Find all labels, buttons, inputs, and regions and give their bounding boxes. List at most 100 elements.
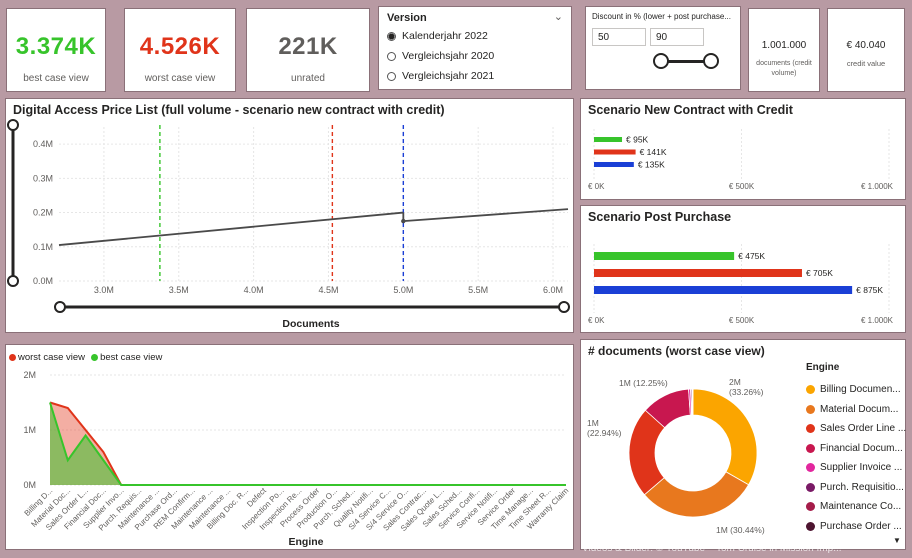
kpi-worst-value: 4.526K [139, 33, 221, 60]
donut-legend: Engine Billing Documen... Material Docum.… [806, 362, 906, 547]
engine-area-chart: worst case view best case view 0M 1M 2M Bil… [5, 344, 574, 550]
donut-legend-item[interactable]: Purchase Order ... [806, 521, 902, 532]
post-purchase-title: Scenario Post Purchase [588, 210, 732, 224]
donut-legend-item[interactable]: Financial Docum... [806, 443, 903, 454]
x-tick-label: 3.0M [94, 285, 114, 295]
legend-dot-icon [806, 463, 815, 472]
y-tick-label: 0.3M [33, 173, 53, 183]
legend-dot-icon [806, 502, 815, 511]
scenario-new-contract-chart: Scenario New Contract with Credit € 95K €… [580, 98, 906, 200]
legend-scroll-down-icon[interactable]: ▼ [893, 536, 901, 545]
new-contract-title: Scenario New Contract with Credit [588, 103, 793, 117]
price-chart-title: Digital Access Price List (full volume -… [13, 103, 445, 117]
legend-dot-icon [806, 385, 815, 394]
kpi-worst-case: 4.526K worst case view [124, 8, 236, 92]
x-tick-label: € 0K [588, 316, 605, 325]
legend-best-case[interactable]: best case view [91, 352, 162, 363]
donut-legend-item[interactable]: Purch. Requisitio... [806, 482, 904, 493]
donut-legend-label: Maintenance Co... [820, 501, 902, 512]
x-tick-label: € 0K [588, 182, 605, 191]
watermark: Videos & Bilder: © YouTube – Tom Cruise … [582, 543, 842, 554]
y-tick-label: 0.0M [33, 276, 53, 286]
version-slicer: Version ⌄ Kalenderjahr 2022 Vergleichsja… [378, 6, 572, 90]
data-label: € 705K [806, 268, 833, 278]
data-label: € 135K [638, 160, 665, 170]
donut-data-label: (22.94%) [587, 428, 622, 438]
donut-data-label: 1M [587, 418, 599, 428]
legend-dot-icon [806, 482, 815, 492]
donut-legend-label: Material Docum... [820, 403, 899, 415]
discount-title: Discount in % (lower + post purchase... [592, 12, 731, 21]
bar [594, 162, 634, 167]
y-range-slider-bottom-handle[interactable] [7, 275, 19, 287]
x-tick-label: € 500K [729, 316, 755, 325]
scenario-post-purchase-chart: Scenario Post Purchase € 475K € 705K € 875… [580, 205, 906, 333]
y-tick-label: 2M [23, 370, 36, 380]
bar [594, 149, 636, 155]
version-title: Version [387, 12, 427, 24]
radio-icon [387, 51, 396, 61]
new-contract-svg: € 95K € 141K € 135K € 0K € 500K € 1.000K [588, 129, 894, 191]
series-line [49, 402, 566, 486]
discount-slider-track[interactable] [662, 60, 712, 63]
x-tick-label: 4.5M [318, 285, 338, 295]
radio-selected-icon [387, 31, 396, 41]
documents-value: 1.001.000 [761, 40, 807, 51]
price-chart-xlabel: Documents [282, 318, 339, 330]
bar [594, 252, 735, 260]
x-tick-label: 4.0M [244, 285, 264, 295]
legend-worst-case[interactable]: worst case view [9, 352, 85, 363]
kpi-unrated-value: 221K [278, 33, 338, 60]
legend-dot-icon [806, 404, 815, 414]
kpi-best-value: 3.374K [15, 33, 97, 60]
legend-dot-icon [91, 354, 99, 361]
donut-legend-label: Supplier Invoice ... [820, 462, 903, 473]
documents-label: documents (credit volume) [756, 60, 812, 77]
y-tick-label: 0.4M [33, 139, 53, 149]
donut-data-label: 1M (30.44%) [716, 525, 765, 535]
version-option-vergleichsjahr-2021[interactable]: Vergleichsjahr 2021 [387, 70, 494, 82]
x-range-slider-right-handle[interactable] [558, 301, 570, 313]
kpi-unrated: 221K unrated [246, 8, 370, 92]
data-label: € 875K [856, 285, 883, 295]
donut-data-label: 1M (12.25%) [619, 378, 668, 388]
discount-slider-low-handle[interactable] [653, 53, 669, 69]
donut-data-label: 2M [729, 377, 741, 387]
donut-legend-item[interactable]: Sales Order Line ... [806, 423, 906, 434]
credit-label: credit value [846, 59, 886, 68]
data-label: € 95K [626, 135, 649, 145]
version-option-vergleichsjahr-2020[interactable]: Vergleichsjahr 2020 [387, 50, 494, 62]
y-range-slider-top-handle[interactable] [7, 119, 19, 131]
kpi-best-case: 3.374K best case view [6, 8, 106, 92]
donut-legend-title: Engine [806, 362, 840, 373]
x-tick-label: 3.5M [169, 285, 189, 295]
data-label: € 475K [738, 251, 765, 261]
price-line [58, 211, 404, 246]
kpi-best-label: best case view [23, 73, 89, 84]
discount-slider-high-handle[interactable] [703, 53, 719, 69]
version-option-kalenderjahr-2022[interactable]: Kalenderjahr 2022 [387, 30, 488, 42]
kpi-worst-label: worst case view [144, 73, 216, 84]
discount-high-input[interactable]: 90 [650, 28, 704, 46]
donut-legend-item[interactable]: Supplier Invoice ... [806, 462, 902, 473]
post-purchase-svg: € 475K € 705K € 875K € 0K € 500K € 1.000K [588, 244, 894, 325]
x-range-slider-left-handle[interactable] [54, 301, 66, 313]
donut-data-label: (33.26%) [729, 387, 764, 397]
donut-legend-item[interactable]: Billing Documen... [806, 384, 901, 395]
price-line [403, 208, 569, 223]
donut-legend-label: Sales Order Line ... [820, 423, 907, 434]
x-tick-label: € 1.000K [861, 316, 894, 325]
y-tick-label: 0.1M [33, 242, 53, 252]
price-chart-svg: 0.0M 0.1M 0.2M 0.3M 0.4M 3.0M 3.5M 4.0M 4.5M 5.0M… [7, 119, 570, 330]
donut-legend-item[interactable]: Maintenance Co... [806, 501, 901, 512]
y-tick-label: 1M [23, 425, 36, 435]
donut-legend-item[interactable]: Material Docum... [806, 404, 898, 415]
bar [594, 137, 623, 142]
bar [594, 286, 853, 294]
discount-low-input[interactable]: 50 [592, 28, 646, 46]
y-tick-label: 0M [23, 480, 36, 490]
chevron-down-icon[interactable]: ⌄ [553, 11, 563, 23]
legend-dot-icon [806, 521, 815, 531]
area-fill [50, 402, 566, 485]
price-list-chart: Digital Access Price List (full volume -… [5, 98, 574, 333]
